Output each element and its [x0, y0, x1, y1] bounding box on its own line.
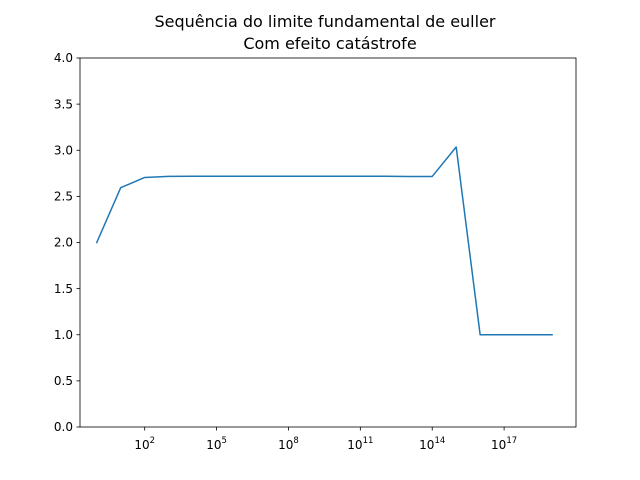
- x-tick-label: 108: [278, 436, 299, 452]
- y-tick-label: 1.0: [54, 328, 73, 342]
- y-tick-label: 0.0: [54, 420, 73, 434]
- x-tick-label: 102: [134, 436, 155, 452]
- chart-title-line1: Sequência do limite fundamental de eulle…: [154, 12, 495, 31]
- y-tick-label: 0.5: [54, 374, 73, 388]
- series-line: [95, 146, 553, 336]
- x-tick-label: 105: [206, 436, 227, 452]
- y-tick-label: 3.5: [54, 97, 73, 111]
- x-tick-label: 1014: [419, 436, 445, 452]
- y-tick-label: 3.0: [54, 143, 73, 157]
- plot-area: [95, 146, 553, 336]
- chart-title-line2: Com efeito catástrofe: [243, 34, 416, 53]
- y-tick-label: 2.0: [54, 236, 73, 250]
- x-tick-label: 1017: [491, 436, 517, 452]
- x-axis: 102 105 108 1011 1014 1017: [134, 427, 517, 452]
- axes-frame: [79, 57, 577, 428]
- y-tick-label: 2.5: [54, 190, 73, 204]
- y-tick-label: 1.5: [54, 282, 73, 296]
- y-tick-label: 4.0: [54, 51, 73, 65]
- x-tick-label: 1011: [347, 436, 373, 452]
- y-axis: 0.0 0.5 1.0 1.5 2.0 2.5 3.0 3.5 4.0: [54, 51, 80, 434]
